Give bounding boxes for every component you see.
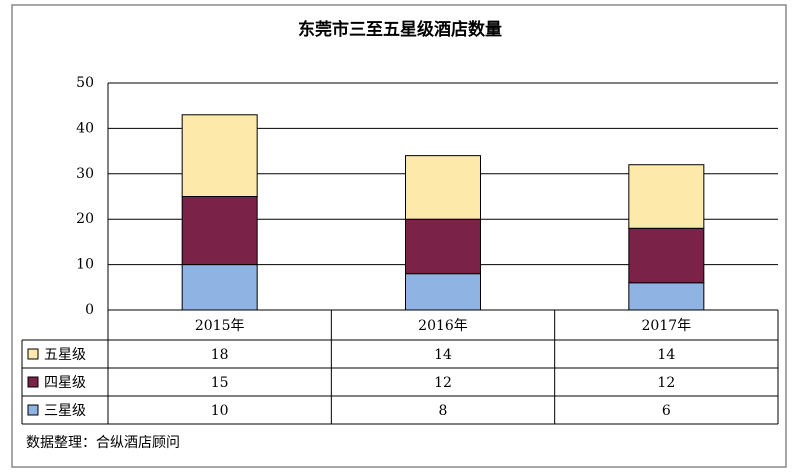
y-tick-label: 20 bbox=[76, 211, 94, 227]
bar-segment bbox=[181, 264, 258, 311]
table-value: 10 bbox=[211, 403, 229, 419]
legend-label: 五星级 bbox=[44, 347, 86, 363]
bar-segment bbox=[405, 273, 481, 311]
table-value: 12 bbox=[657, 375, 675, 391]
bar-segment bbox=[181, 196, 258, 266]
source-note: 数据整理：合纵酒店顾问 bbox=[26, 435, 180, 451]
y-tick-label: 30 bbox=[76, 166, 94, 182]
bar-segment bbox=[181, 114, 258, 197]
bar-segment bbox=[405, 155, 481, 220]
y-tick-label: 10 bbox=[76, 257, 94, 273]
x-tick-label: 2016年 bbox=[418, 318, 468, 334]
table-value: 18 bbox=[211, 347, 229, 363]
chart-title: 东莞市三至五星级酒店数量 bbox=[298, 19, 502, 40]
bar-segment bbox=[628, 282, 705, 311]
legend-swatch bbox=[27, 404, 39, 416]
table-value: 6 bbox=[662, 403, 671, 419]
y-tick-label: 0 bbox=[85, 302, 94, 318]
bar-segment bbox=[628, 227, 705, 284]
table-value: 15 bbox=[211, 375, 229, 391]
bar-segment bbox=[405, 218, 481, 275]
table-value: 14 bbox=[657, 347, 675, 363]
y-tick-label: 40 bbox=[76, 120, 94, 136]
table-value: 14 bbox=[434, 347, 452, 363]
legend-label: 三星级 bbox=[44, 403, 86, 419]
legend-label: 四星级 bbox=[44, 375, 86, 391]
legend-swatch bbox=[27, 376, 39, 388]
x-tick-label: 2015年 bbox=[195, 318, 245, 334]
bar-segment bbox=[628, 164, 705, 229]
y-tick-label: 50 bbox=[76, 75, 94, 91]
x-tick-label: 2017年 bbox=[642, 318, 692, 334]
table-value: 8 bbox=[439, 403, 448, 419]
table-value: 12 bbox=[434, 375, 452, 391]
legend-swatch bbox=[27, 348, 39, 360]
